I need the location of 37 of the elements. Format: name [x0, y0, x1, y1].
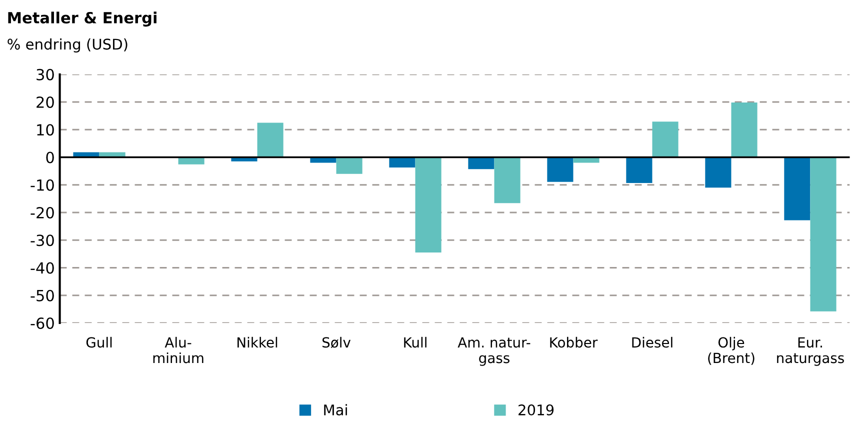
x-tick-label: Sølv: [322, 336, 351, 348]
x-tick-label: Alu- minium: [153, 336, 204, 364]
y-tick-label: -20: [30, 206, 54, 219]
bar: [257, 122, 284, 158]
y-tick-label: 0: [46, 152, 54, 164]
bar: [547, 157, 574, 182]
x-tick-label: Nikkel: [238, 336, 278, 348]
bar: [810, 157, 836, 312]
y-axis-title: % endring (USD): [8, 38, 128, 53]
x-tick-label: Gull: [86, 336, 112, 348]
y-tick-label: -50: [30, 290, 54, 302]
x-tick-label: Kull: [404, 336, 426, 348]
y-tick-label: -40: [30, 262, 54, 274]
bar: [705, 157, 732, 188]
x-tick-label: Diesel: [632, 336, 672, 348]
y-tick-label: 20: [36, 96, 54, 108]
bar: [336, 157, 362, 174]
y-tick-label: -30: [30, 234, 54, 246]
bar: [731, 102, 758, 158]
y-tick-label: -10: [30, 179, 54, 191]
x-tick-label: Kobber: [550, 336, 598, 348]
chart-title: Metaller & Energi: [8, 12, 156, 27]
legend-label: 2019: [518, 404, 554, 416]
bar: [494, 157, 520, 204]
x-tick-label: Am. natur- gass: [458, 337, 530, 366]
y-tick-label: 10: [37, 124, 54, 136]
bar: [784, 157, 810, 220]
bar: [626, 157, 652, 183]
y-tick-label: 30: [36, 68, 54, 80]
x-tick-label: Eur. naturgass: [777, 337, 844, 366]
bar: [415, 157, 442, 253]
x-tick-label: Olje (Brent): [708, 336, 754, 365]
legend-label: Mai: [324, 404, 347, 416]
bar: [652, 122, 678, 158]
bar: [468, 157, 494, 170]
y-tick-label: -60: [30, 317, 54, 330]
bar: [389, 157, 416, 168]
